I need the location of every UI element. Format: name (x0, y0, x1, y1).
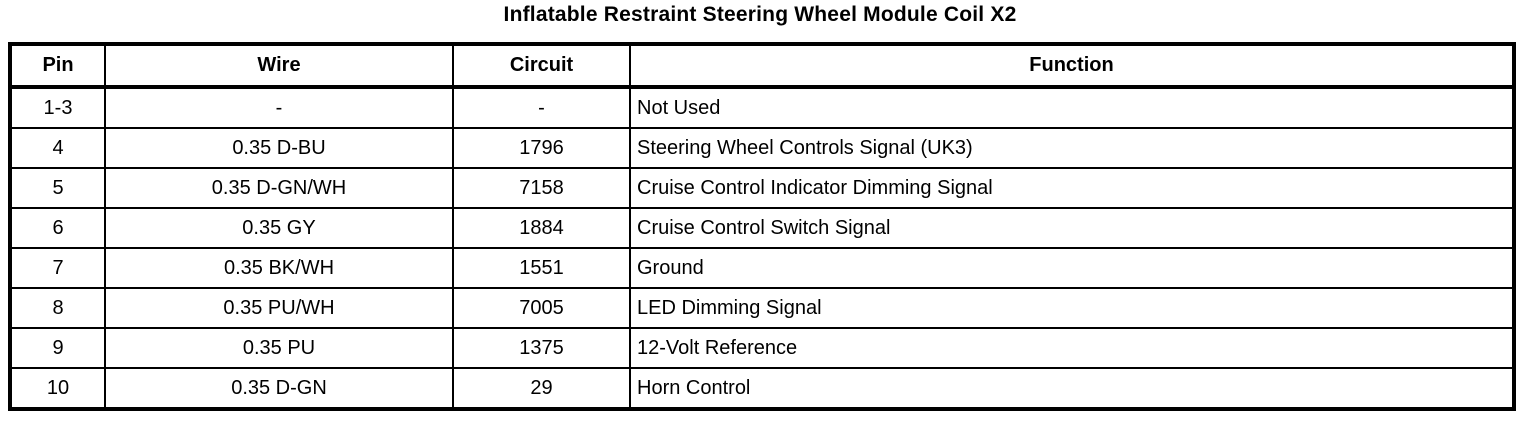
table-row: 7 0.35 BK/WH 1551 Ground (9, 247, 1515, 289)
circuit-cell: 7158 (452, 167, 631, 209)
circuit-cell: 1884 (452, 207, 631, 249)
function-cell: 12-Volt Reference (629, 327, 1515, 369)
wire-cell: 0.35 GY (104, 207, 454, 249)
table-row: 10 0.35 D-GN 29 Horn Control (9, 367, 1515, 410)
pinout-table: Pin Wire Circuit Function 1-3 - - Not Us… (8, 42, 1516, 411)
column-header-circuit: Circuit (452, 43, 631, 89)
header-row: Pin Wire Circuit Function (9, 43, 1515, 89)
function-cell: Horn Control (629, 367, 1515, 410)
wire-cell: 0.35 PU/WH (104, 287, 454, 329)
wire-cell: 0.35 D-GN/WH (104, 167, 454, 209)
table-row: 4 0.35 D-BU 1796 Steering Wheel Controls… (9, 127, 1515, 169)
circuit-cell: 1375 (452, 327, 631, 369)
wire-cell: 0.35 D-GN (104, 367, 454, 410)
circuit-cell: 1551 (452, 247, 631, 289)
wire-cell: - (104, 86, 454, 129)
circuit-cell: - (452, 86, 631, 129)
wire-cell: 0.35 BK/WH (104, 247, 454, 289)
function-cell: Cruise Control Indicator Dimming Signal (629, 167, 1515, 209)
table-row: 9 0.35 PU 1375 12-Volt Reference (9, 327, 1515, 369)
pin-cell: 1-3 (9, 86, 106, 129)
table-row: 5 0.35 D-GN/WH 7158 Cruise Control Indic… (9, 167, 1515, 209)
function-cell: Not Used (629, 86, 1515, 129)
circuit-cell: 29 (452, 367, 631, 410)
pin-cell: 6 (9, 207, 106, 249)
pin-cell: 9 (9, 327, 106, 369)
wire-cell: 0.35 PU (104, 327, 454, 369)
column-header-wire: Wire (104, 43, 454, 89)
column-header-function: Function (629, 43, 1515, 89)
pin-cell: 7 (9, 247, 106, 289)
table-row: 1-3 - - Not Used (9, 86, 1515, 129)
function-cell: Steering Wheel Controls Signal (UK3) (629, 127, 1515, 169)
function-cell: Cruise Control Switch Signal (629, 207, 1515, 249)
page-title: Inflatable Restraint Steering Wheel Modu… (503, 3, 1017, 26)
circuit-cell: 7005 (452, 287, 631, 329)
function-cell: LED Dimming Signal (629, 287, 1515, 329)
pin-cell: 5 (9, 167, 106, 209)
pin-cell: 10 (9, 367, 106, 410)
circuit-cell: 1796 (452, 127, 631, 169)
pin-cell: 8 (9, 287, 106, 329)
column-header-pin: Pin (9, 43, 106, 89)
pin-cell: 4 (9, 127, 106, 169)
wire-cell: 0.35 D-BU (104, 127, 454, 169)
function-cell: Ground (629, 247, 1515, 289)
table-row: 8 0.35 PU/WH 7005 LED Dimming Signal (9, 287, 1515, 329)
table-row: 6 0.35 GY 1884 Cruise Control Switch Sig… (9, 207, 1515, 249)
